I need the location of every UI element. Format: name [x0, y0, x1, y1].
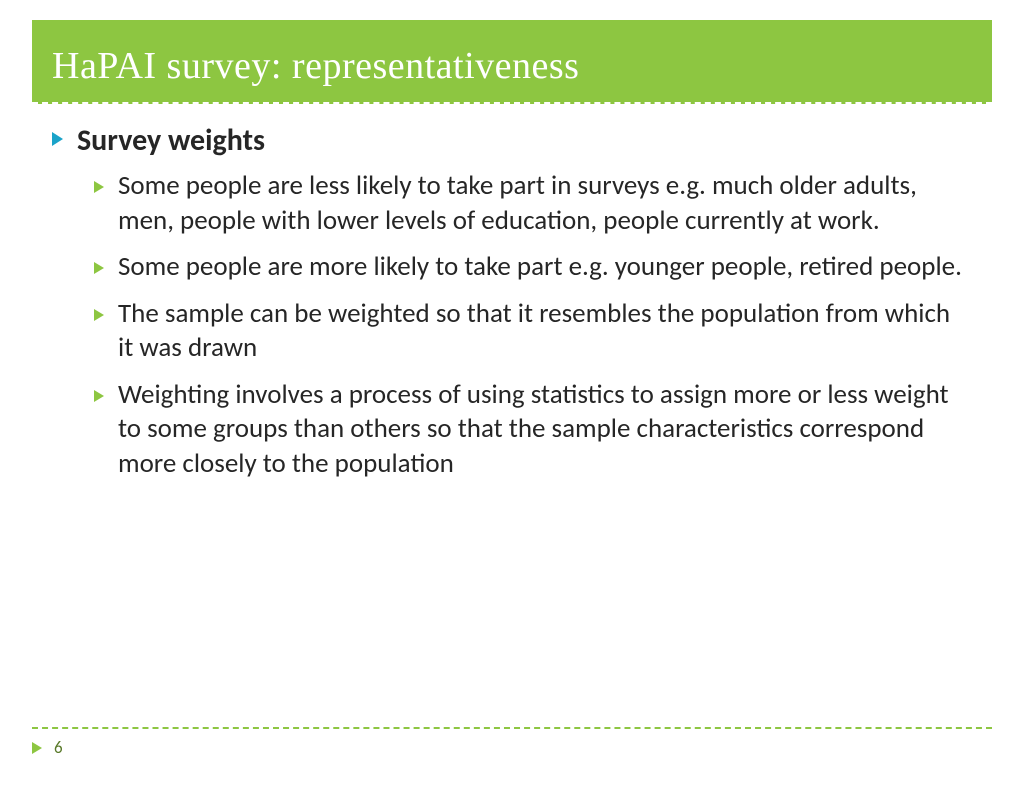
- bullet-text: Weighting involves a process of using st…: [118, 378, 964, 482]
- slide-content: Survey weights Some people are less like…: [0, 104, 1024, 481]
- page-number: 6: [54, 737, 63, 758]
- caret-right-icon: [94, 262, 104, 274]
- bullet-list: Some people are less likely to take part…: [52, 169, 964, 481]
- list-item: Some people are less likely to take part…: [94, 169, 964, 238]
- title-bar: HaPAI survey: representativeness: [32, 20, 992, 104]
- slide-footer: 6: [32, 727, 992, 758]
- caret-right-icon: [94, 181, 104, 193]
- list-item: Weighting involves a process of using st…: [94, 378, 964, 482]
- list-item: The sample can be weighted so that it re…: [94, 297, 964, 366]
- slide-title: HaPAI survey: representativeness: [52, 44, 972, 88]
- bullet-text: Some people are more likely to take part…: [118, 250, 962, 285]
- bullet-text: The sample can be weighted so that it re…: [118, 297, 964, 366]
- caret-right-icon: [94, 309, 104, 321]
- bullet-text: Some people are less likely to take part…: [118, 169, 964, 238]
- caret-right-icon: [52, 132, 63, 146]
- heading-row: Survey weights: [52, 122, 964, 159]
- heading-text: Survey weights: [77, 122, 265, 159]
- caret-right-icon: [32, 742, 42, 754]
- caret-right-icon: [94, 390, 104, 402]
- list-item: Some people are more likely to take part…: [94, 250, 964, 285]
